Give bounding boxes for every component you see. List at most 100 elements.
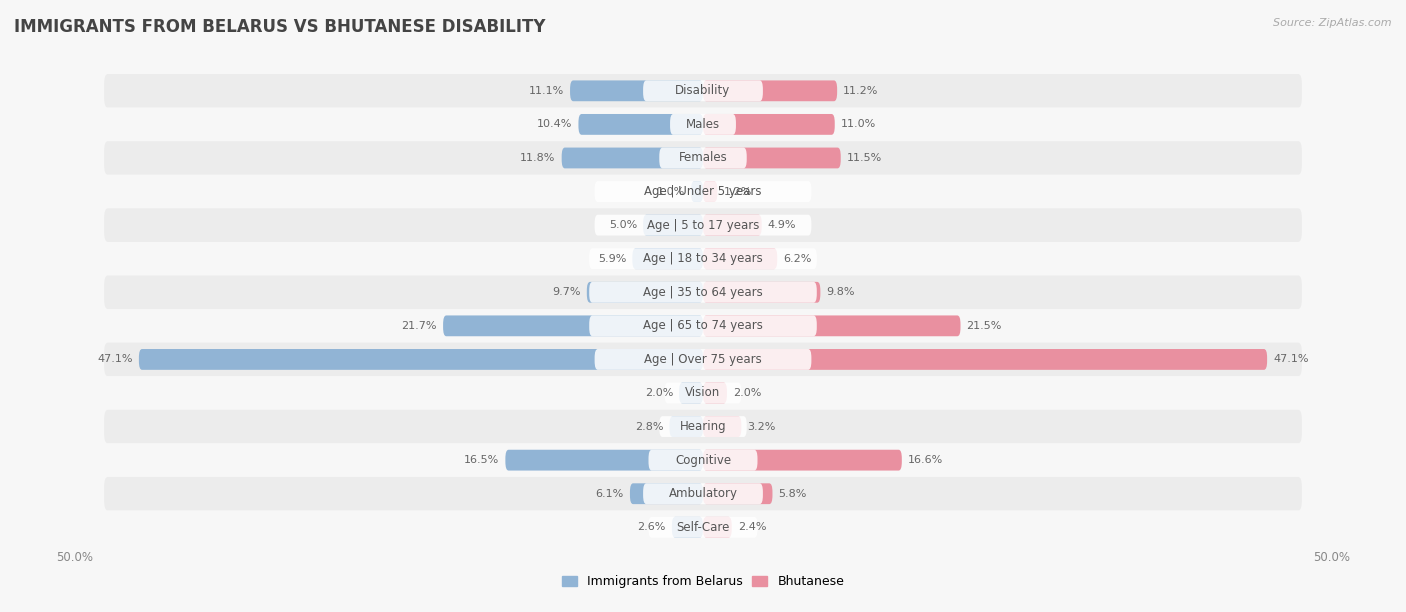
FancyBboxPatch shape [665,382,741,403]
Text: Age | Over 75 years: Age | Over 75 years [644,353,762,366]
Text: IMMIGRANTS FROM BELARUS VS BHUTANESE DISABILITY: IMMIGRANTS FROM BELARUS VS BHUTANESE DIS… [14,18,546,36]
FancyBboxPatch shape [589,315,817,336]
Text: 5.8%: 5.8% [779,489,807,499]
FancyBboxPatch shape [659,416,747,437]
FancyBboxPatch shape [672,517,703,538]
FancyBboxPatch shape [648,450,758,471]
Text: 47.1%: 47.1% [97,354,134,364]
Text: 11.5%: 11.5% [846,153,882,163]
Text: Cognitive: Cognitive [675,453,731,466]
FancyBboxPatch shape [703,483,772,504]
FancyBboxPatch shape [703,282,820,303]
FancyBboxPatch shape [104,242,1302,275]
Text: Disability: Disability [675,84,731,97]
Text: 9.8%: 9.8% [827,287,855,297]
FancyBboxPatch shape [643,215,703,236]
Text: 5.0%: 5.0% [609,220,637,230]
FancyBboxPatch shape [703,248,778,269]
FancyBboxPatch shape [505,450,703,471]
FancyBboxPatch shape [633,248,703,269]
Text: Hearing: Hearing [679,420,727,433]
Text: 11.1%: 11.1% [529,86,564,96]
Text: 11.0%: 11.0% [841,119,876,129]
FancyBboxPatch shape [139,349,703,370]
FancyBboxPatch shape [643,483,763,504]
Text: Age | Under 5 years: Age | Under 5 years [644,185,762,198]
Text: 1.2%: 1.2% [723,187,752,196]
FancyBboxPatch shape [648,517,758,538]
Text: Age | 5 to 17 years: Age | 5 to 17 years [647,218,759,231]
Text: 21.5%: 21.5% [966,321,1002,331]
Legend: Immigrants from Belarus, Bhutanese: Immigrants from Belarus, Bhutanese [561,575,845,588]
FancyBboxPatch shape [703,80,837,101]
Text: 50.0%: 50.0% [1313,551,1350,564]
FancyBboxPatch shape [703,349,1267,370]
FancyBboxPatch shape [703,450,901,471]
Text: Age | 35 to 64 years: Age | 35 to 64 years [643,286,763,299]
Text: 6.1%: 6.1% [596,489,624,499]
FancyBboxPatch shape [104,477,1302,510]
Text: 21.7%: 21.7% [402,321,437,331]
Text: 11.2%: 11.2% [844,86,879,96]
Text: Age | 18 to 34 years: Age | 18 to 34 years [643,252,763,265]
FancyBboxPatch shape [703,114,835,135]
Text: 6.2%: 6.2% [783,254,811,264]
Text: 2.4%: 2.4% [738,522,766,532]
FancyBboxPatch shape [104,141,1302,175]
FancyBboxPatch shape [671,114,735,135]
FancyBboxPatch shape [703,382,727,403]
FancyBboxPatch shape [589,282,817,303]
FancyBboxPatch shape [679,382,703,403]
Text: 2.0%: 2.0% [733,388,761,398]
FancyBboxPatch shape [104,175,1302,208]
Text: 9.7%: 9.7% [553,287,581,297]
FancyBboxPatch shape [703,416,741,437]
FancyBboxPatch shape [561,147,703,168]
FancyBboxPatch shape [659,147,747,168]
FancyBboxPatch shape [104,108,1302,141]
FancyBboxPatch shape [104,208,1302,242]
FancyBboxPatch shape [703,517,731,538]
Text: Self-Care: Self-Care [676,521,730,534]
FancyBboxPatch shape [104,275,1302,309]
FancyBboxPatch shape [595,181,811,202]
Text: 2.0%: 2.0% [645,388,673,398]
Text: 10.4%: 10.4% [537,119,572,129]
FancyBboxPatch shape [586,282,703,303]
Text: 11.8%: 11.8% [520,153,555,163]
Text: Age | 65 to 74 years: Age | 65 to 74 years [643,319,763,332]
FancyBboxPatch shape [104,410,1302,443]
FancyBboxPatch shape [703,215,762,236]
FancyBboxPatch shape [569,80,703,101]
Text: Females: Females [679,152,727,165]
FancyBboxPatch shape [104,376,1302,410]
FancyBboxPatch shape [690,181,703,202]
FancyBboxPatch shape [630,483,703,504]
FancyBboxPatch shape [104,510,1302,544]
Text: 16.6%: 16.6% [908,455,943,465]
Text: Source: ZipAtlas.com: Source: ZipAtlas.com [1274,18,1392,28]
FancyBboxPatch shape [703,181,717,202]
FancyBboxPatch shape [643,80,763,101]
Text: 3.2%: 3.2% [748,422,776,431]
FancyBboxPatch shape [104,343,1302,376]
FancyBboxPatch shape [104,74,1302,108]
Text: 2.8%: 2.8% [636,422,664,431]
Text: Ambulatory: Ambulatory [668,487,738,500]
FancyBboxPatch shape [104,443,1302,477]
Text: 5.9%: 5.9% [598,254,626,264]
FancyBboxPatch shape [589,248,817,269]
FancyBboxPatch shape [443,315,703,336]
FancyBboxPatch shape [703,147,841,168]
FancyBboxPatch shape [578,114,703,135]
Text: 47.1%: 47.1% [1272,354,1309,364]
Text: 2.6%: 2.6% [637,522,666,532]
FancyBboxPatch shape [595,349,811,370]
FancyBboxPatch shape [669,416,703,437]
Text: Males: Males [686,118,720,131]
Text: 1.0%: 1.0% [657,187,685,196]
Text: Vision: Vision [685,387,721,400]
FancyBboxPatch shape [595,215,811,236]
Text: 4.9%: 4.9% [768,220,796,230]
FancyBboxPatch shape [104,309,1302,343]
